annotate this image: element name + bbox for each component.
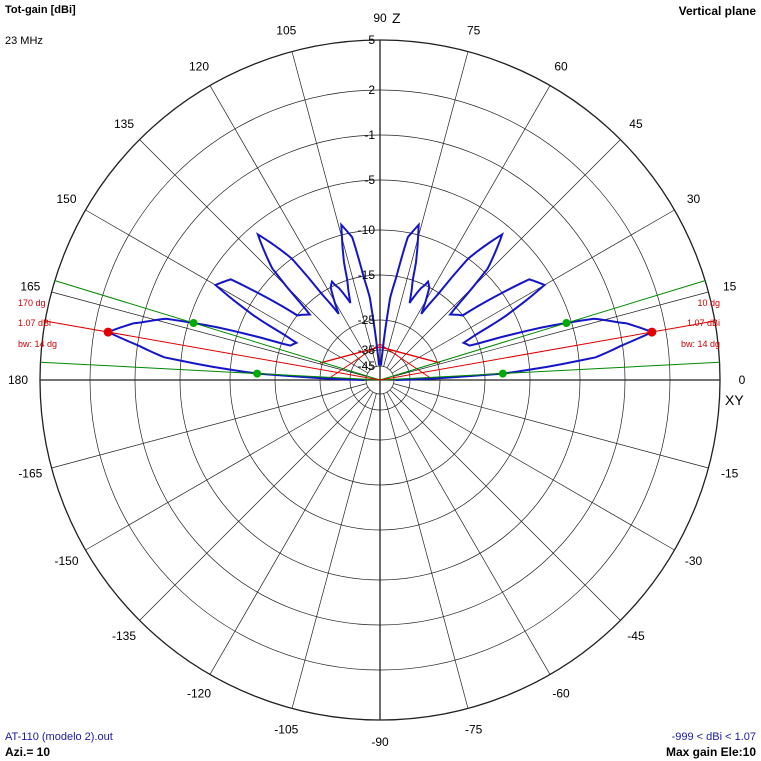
grid-spoke	[386, 85, 551, 369]
radial-tick-label: -5	[364, 173, 375, 187]
angle-tick-label: -15	[721, 467, 739, 481]
beamwidth-point	[253, 369, 262, 378]
polar-grid	[39, 39, 721, 721]
beamwidth-point	[562, 318, 571, 327]
file-label: AT-110 (modelo 2).out	[5, 731, 113, 743]
grid-spoke	[383, 51, 469, 367]
annotation-left: 1.07 dBi	[18, 318, 51, 328]
beamwidth-point	[498, 369, 507, 378]
radial-tick-label: -45	[358, 359, 376, 373]
annotation-left: bw: 14 dg	[18, 339, 57, 349]
angle-tick-label: -60	[552, 687, 570, 701]
max-gain-point	[103, 327, 113, 337]
frequency-label: 23 MHz	[5, 35, 43, 47]
grid-spoke	[393, 383, 709, 469]
grid-spoke	[391, 386, 675, 551]
angle-tick-label: -165	[18, 467, 42, 481]
chart-title: Tot-gain [dBi]	[5, 4, 76, 16]
angle-tick-label: 135	[114, 117, 134, 131]
grid-spoke	[393, 291, 709, 377]
beamwidth-point	[189, 318, 198, 327]
grid-spoke	[139, 139, 371, 371]
grid-spoke	[139, 389, 371, 621]
range-label: -999 < dBi < 1.07	[671, 731, 756, 743]
structure-inner	[327, 343, 433, 380]
max-gain-label: Max gain Ele:10	[665, 745, 756, 759]
angle-tick-label: -120	[187, 687, 211, 701]
angle-tick-label: -75	[465, 723, 483, 737]
azimuth-label: Azi.= 10	[5, 745, 51, 759]
annotation-right: 10 dg	[697, 298, 720, 308]
grid-spoke	[291, 51, 377, 367]
angle-tick-label: 60	[554, 59, 568, 73]
xy-axis-label: XY	[725, 392, 744, 408]
angle-tick-label: 180	[8, 373, 28, 387]
angle-tick-label: -135	[112, 629, 136, 643]
angle-tick-label: -90	[371, 735, 389, 749]
angle-tick-label: 30	[687, 192, 701, 206]
grid-spoke	[389, 389, 621, 621]
radial-tick-label: -35	[358, 343, 376, 357]
angle-tick-label: 120	[189, 59, 209, 73]
angle-tick-label: -45	[627, 629, 645, 643]
grid-spoke	[391, 209, 675, 374]
angle-tick-label: -30	[685, 554, 703, 568]
radial-tick-label: -1	[364, 128, 375, 142]
max-gain-point	[647, 327, 657, 337]
grid-spoke	[209, 85, 374, 369]
max-gain-line	[45, 320, 381, 381]
annotation-right: bw: 14 dg	[681, 339, 720, 349]
angle-tick-label: 45	[629, 117, 643, 131]
grid-spoke	[85, 386, 369, 551]
beamwidth-line	[40, 361, 381, 381]
z-axis-label: Z	[392, 10, 401, 26]
radial-tick-label: 2	[368, 83, 375, 97]
annotation-right: 1.07 dBi	[687, 318, 720, 328]
angle-tick-label: 75	[467, 23, 481, 37]
pattern-curve	[105, 222, 655, 381]
radial-tick-label: -10	[358, 223, 376, 237]
angle-tick-label: 0	[739, 373, 746, 387]
radial-tick-label: -25	[358, 313, 376, 327]
grid-spoke	[389, 139, 621, 371]
markers: 10 dg 1.07 dBi bw: 14 dg 170 dg 1.07 dBi bw: …	[18, 280, 720, 381]
grid-spoke	[85, 209, 369, 374]
beamwidth-line	[54, 280, 381, 381]
structure-outer	[319, 346, 441, 364]
grid-spoke	[386, 391, 551, 675]
plane-label: Vertical plane	[678, 4, 756, 18]
grid-spoke	[51, 383, 367, 469]
grid-spoke	[51, 291, 367, 377]
radiation-pattern	[105, 222, 655, 381]
angle-tick-label: 165	[20, 279, 40, 293]
grid-spoke	[383, 393, 469, 709]
antenna-structure	[319, 343, 441, 380]
tick-labels: 0 15 30 45 60 75 90 105 120 135 150 165 180 -165 -150 -…	[8, 11, 746, 749]
angle-tick-label: 90	[373, 11, 387, 25]
annotation-left: 170 dg	[18, 298, 46, 308]
radial-tick-label: -15	[358, 268, 376, 282]
angle-tick-label: -105	[274, 723, 298, 737]
angle-tick-label: 150	[56, 192, 76, 206]
beamwidth-line	[379, 280, 706, 381]
grid-spoke	[291, 393, 377, 709]
max-gain-line	[379, 320, 715, 381]
beamwidth-line	[379, 361, 720, 381]
grid-spoke	[209, 391, 374, 675]
angle-tick-label: 15	[723, 279, 737, 293]
radial-tick-label: 5	[368, 33, 375, 47]
angle-tick-label: 105	[276, 23, 296, 37]
angle-tick-label: -150	[54, 554, 78, 568]
